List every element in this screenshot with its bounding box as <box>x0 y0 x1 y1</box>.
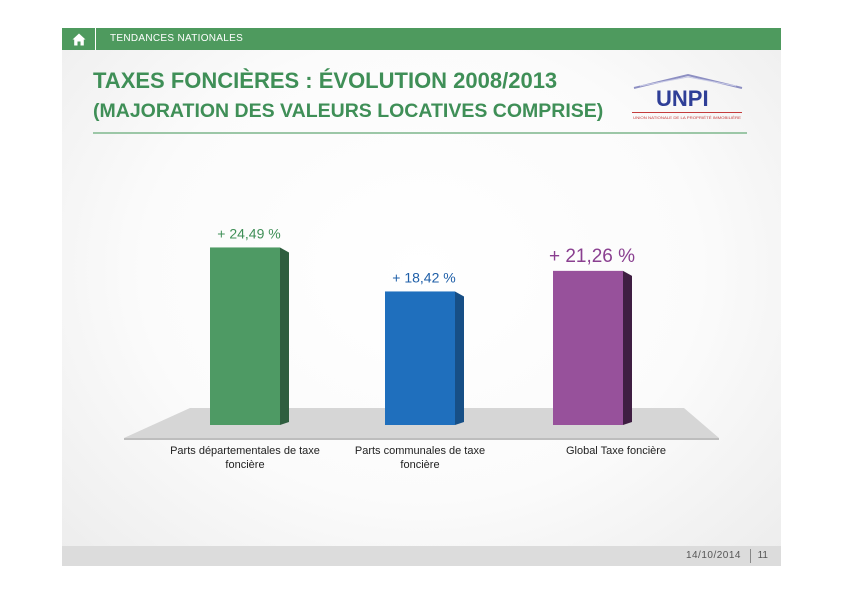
home-icon <box>72 33 85 45</box>
bar-side-2 <box>455 291 464 425</box>
section-label: TENDANCES NATIONALES <box>110 33 244 44</box>
slide: TENDANCES NATIONALES TAXES FONCIÈRES : É… <box>62 28 781 566</box>
value-label-1: + 24,49 % <box>217 225 280 241</box>
category-label-1-line-1: Parts départementales de taxe <box>170 445 320 457</box>
logo-tagline: UNION NATIONALE DE LA PROPRIÉTÉ IMMOBILI… <box>633 115 741 120</box>
bar-side-1 <box>280 247 289 425</box>
footer-separator <box>750 549 751 563</box>
slide-title: TAXES FONCIÈRES : ÉVOLUTION 2008/2013 <box>93 68 558 93</box>
logo-wordmark: UNPI <box>656 86 709 111</box>
category-label-2-line-2: foncière <box>400 459 439 471</box>
category-label-3-line-1: Global Taxe foncière <box>566 445 666 457</box>
value-label-3: + 21,26 % <box>549 246 635 267</box>
bar-3 <box>553 270 623 425</box>
footer: 14/10/2014 11 <box>62 546 781 566</box>
top-bar: TENDANCES NATIONALES <box>62 28 781 50</box>
bar-2 <box>385 291 455 425</box>
bar-side-3 <box>623 270 632 425</box>
category-label-1-line-2: foncière <box>225 459 264 471</box>
category-label-2-line-1: Parts communales de taxe <box>355 445 485 457</box>
home-button[interactable] <box>62 28 96 50</box>
unpi-logo: UNPI UNION NATIONALE DE LA PROPRIÉTÉ IMM… <box>632 73 743 120</box>
footer-date: 14/10/2014 <box>685 550 741 561</box>
page-number: 11 <box>757 550 768 561</box>
value-label-2: + 18,42 % <box>392 269 455 285</box>
title-divider <box>93 132 747 134</box>
slide-subtitle: (MAJORATION DES VALEURS LOCATIVES COMPRI… <box>93 100 604 122</box>
bar-chart: + 24,49 % Parts départementales de taxe fo… <box>124 225 719 471</box>
chart-floor-edge <box>124 438 719 440</box>
bar-1 <box>210 247 280 425</box>
